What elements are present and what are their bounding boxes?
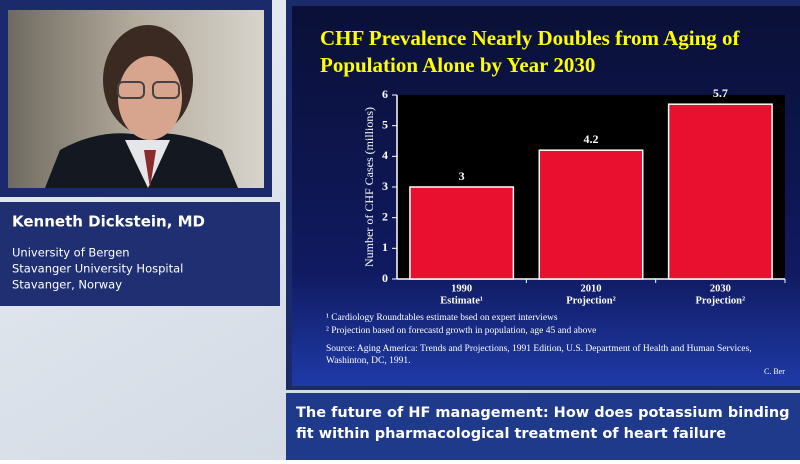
speaker-glasses	[152, 81, 180, 99]
x-tick-note: Projection²	[696, 295, 746, 306]
value-label: 5.7	[713, 86, 728, 100]
banner-title: The future of HF management: How does po…	[296, 405, 790, 421]
speaker-face	[118, 56, 182, 140]
speaker-name: Kenneth Dickstein, MD	[12, 213, 205, 231]
x-tick-label: 2010	[581, 283, 602, 294]
credit: C. Ber	[764, 367, 785, 376]
banner-title: fit within pharmacological treatment of …	[296, 426, 726, 442]
x-tick-label: 1990	[451, 283, 472, 294]
slide-title: CHF Prevalence Nearly Doubles from Aging…	[320, 26, 741, 50]
bar	[667, 103, 773, 280]
slide-title: Population Alone by Year 2030	[320, 53, 595, 77]
y-tick-label: 4	[382, 148, 388, 162]
name-panel	[0, 202, 280, 306]
value-label: 4.2	[584, 132, 599, 146]
banner	[286, 393, 800, 460]
bar	[409, 186, 515, 280]
x-tick-label: 2030	[710, 283, 731, 294]
source: Washinton, DC, 1991.	[326, 356, 410, 366]
y-tick-label: 1	[382, 240, 388, 254]
source: Source: Aging America: Trends and Projec…	[326, 343, 752, 354]
chart: 012345631990Estimate¹4.22010Projection²5…	[382, 86, 786, 306]
x-tick-note: Estimate¹	[440, 295, 483, 306]
speaker-tie	[144, 150, 156, 188]
y-tick-label: 2	[382, 209, 388, 223]
affiliation: University of Bergen	[12, 246, 130, 260]
footnote: ² Projection based on forecastd growth i…	[326, 325, 596, 336]
footnote: ¹ Cardiology Roundtables estimate bsed o…	[326, 313, 558, 323]
y-tick-label: 3	[382, 179, 388, 193]
speaker-glasses	[117, 81, 145, 99]
y-tick-label: 6	[382, 87, 388, 101]
value-label: 3	[459, 169, 465, 183]
bar	[538, 149, 644, 280]
affiliation: Stavanger University Hospital	[12, 262, 183, 276]
y-tick-label: 5	[382, 117, 388, 131]
y-tick-label: 0	[382, 271, 388, 285]
x-tick-note: Projection²	[566, 295, 616, 306]
y-axis-label: Number of CHF Cases (millions)	[362, 107, 376, 267]
affiliation: Stavanger, Norway	[12, 278, 122, 292]
